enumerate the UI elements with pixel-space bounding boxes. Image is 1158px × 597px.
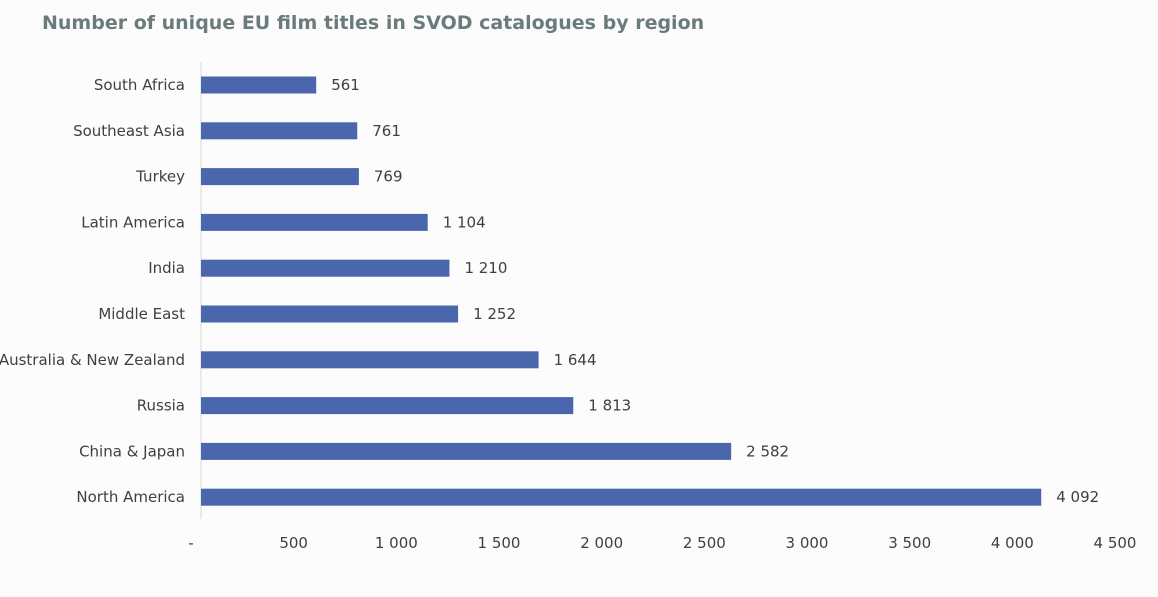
value-label: 2 582 bbox=[746, 442, 789, 460]
value-label: 1 104 bbox=[443, 213, 486, 231]
category-label: China & Japan bbox=[79, 442, 185, 460]
bar bbox=[201, 488, 1042, 506]
category-label: South Africa bbox=[94, 76, 185, 94]
x-tick-label: 2 000 bbox=[580, 534, 623, 552]
chart-title: Number of unique EU film titles in SVOD … bbox=[42, 12, 705, 34]
category-label: North America bbox=[76, 488, 185, 506]
bar bbox=[201, 442, 732, 460]
value-label: 1 252 bbox=[473, 305, 516, 323]
x-tick-label: 3 500 bbox=[888, 534, 931, 552]
value-label: 561 bbox=[331, 76, 360, 94]
bar bbox=[201, 168, 359, 186]
x-tick-label: 3 000 bbox=[786, 534, 829, 552]
category-label: Southeast Asia bbox=[73, 122, 185, 140]
category-label: Middle East bbox=[98, 305, 185, 323]
value-label: 761 bbox=[372, 122, 401, 140]
x-tick-label: 2 500 bbox=[683, 534, 726, 552]
category-label: India bbox=[148, 259, 185, 277]
category-label: Turkey bbox=[135, 168, 185, 186]
x-tick-label: - bbox=[188, 534, 193, 552]
value-label: 1 813 bbox=[588, 397, 631, 415]
value-label: 4 092 bbox=[1056, 488, 1099, 506]
x-tick-label: 1 500 bbox=[478, 534, 521, 552]
bar bbox=[201, 351, 539, 369]
bar bbox=[201, 397, 574, 415]
category-label: Latin America bbox=[81, 213, 185, 231]
bar bbox=[201, 76, 317, 94]
value-label: 769 bbox=[374, 168, 403, 186]
bar bbox=[201, 122, 358, 140]
value-label: 1 644 bbox=[554, 351, 597, 369]
category-label: Russia bbox=[137, 397, 185, 415]
x-tick-label: 4 500 bbox=[1094, 534, 1137, 552]
x-tick-label: 500 bbox=[279, 534, 308, 552]
bar bbox=[201, 305, 459, 323]
value-label: 1 210 bbox=[464, 259, 507, 277]
bar bbox=[201, 259, 450, 277]
x-tick-label: 4 000 bbox=[991, 534, 1034, 552]
bar bbox=[201, 213, 428, 231]
x-tick-label: 1 000 bbox=[375, 534, 418, 552]
category-label: Australia & New Zealand bbox=[0, 351, 185, 369]
